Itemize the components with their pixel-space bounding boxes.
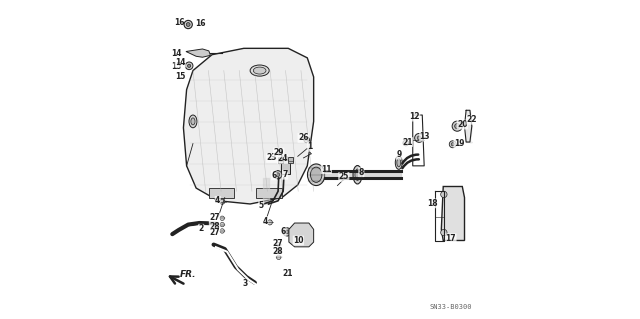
- Circle shape: [220, 222, 225, 227]
- Circle shape: [282, 156, 287, 161]
- Text: 27: 27: [273, 239, 284, 248]
- Circle shape: [220, 229, 225, 233]
- Text: 21: 21: [282, 269, 293, 278]
- Bar: [209, 188, 234, 197]
- Circle shape: [188, 64, 191, 67]
- Text: 13: 13: [420, 132, 430, 141]
- Circle shape: [274, 171, 282, 179]
- Circle shape: [454, 123, 460, 129]
- Text: 7: 7: [282, 170, 288, 179]
- Circle shape: [268, 220, 273, 225]
- Text: 11: 11: [321, 165, 332, 174]
- Polygon shape: [186, 49, 211, 57]
- Text: 21: 21: [402, 137, 413, 146]
- Circle shape: [452, 121, 462, 131]
- Text: 6: 6: [271, 171, 276, 180]
- Text: 20: 20: [457, 120, 468, 129]
- Ellipse shape: [355, 169, 360, 181]
- Circle shape: [451, 143, 454, 146]
- Text: 17: 17: [445, 234, 456, 243]
- Circle shape: [184, 20, 193, 29]
- Polygon shape: [289, 223, 314, 247]
- Bar: [278, 157, 283, 163]
- Text: 19: 19: [454, 139, 465, 148]
- Text: 25: 25: [339, 173, 349, 182]
- Text: 26: 26: [298, 133, 308, 142]
- Circle shape: [449, 141, 456, 148]
- Circle shape: [276, 249, 281, 253]
- Ellipse shape: [253, 67, 266, 74]
- Text: 5: 5: [259, 201, 264, 210]
- Circle shape: [285, 230, 289, 234]
- Polygon shape: [442, 187, 465, 241]
- Circle shape: [276, 242, 281, 247]
- Circle shape: [441, 191, 447, 197]
- Text: 1: 1: [307, 142, 312, 151]
- Text: 27: 27: [209, 228, 220, 237]
- Circle shape: [186, 62, 193, 70]
- Circle shape: [304, 137, 310, 143]
- Text: 22: 22: [467, 115, 477, 124]
- Text: 4: 4: [263, 217, 268, 226]
- Bar: [288, 157, 293, 163]
- Text: 14: 14: [172, 48, 182, 58]
- Text: 12: 12: [410, 112, 420, 121]
- Circle shape: [276, 173, 280, 177]
- Ellipse shape: [397, 159, 401, 167]
- Text: 15: 15: [175, 72, 186, 81]
- Circle shape: [417, 136, 421, 140]
- Text: 15: 15: [172, 62, 182, 71]
- Ellipse shape: [353, 166, 362, 184]
- Circle shape: [220, 216, 225, 220]
- Text: SN33-B0300: SN33-B0300: [430, 304, 472, 310]
- Text: 16: 16: [174, 18, 184, 27]
- Text: 2: 2: [198, 224, 204, 233]
- Circle shape: [220, 199, 225, 204]
- Text: 28: 28: [209, 222, 220, 231]
- Ellipse shape: [189, 115, 197, 128]
- Text: 24: 24: [277, 154, 288, 163]
- Text: FR.: FR.: [180, 270, 196, 279]
- Circle shape: [340, 176, 345, 180]
- Circle shape: [415, 133, 424, 142]
- Circle shape: [441, 229, 447, 236]
- Text: 28: 28: [273, 247, 284, 256]
- Ellipse shape: [307, 164, 325, 186]
- Text: 6: 6: [281, 227, 286, 236]
- Bar: [281, 160, 290, 174]
- Text: 3: 3: [243, 279, 248, 288]
- Text: 14: 14: [175, 58, 186, 67]
- Ellipse shape: [396, 156, 403, 169]
- Circle shape: [283, 228, 291, 236]
- Bar: [257, 188, 282, 197]
- Text: 27: 27: [209, 213, 220, 222]
- Polygon shape: [184, 48, 314, 204]
- Circle shape: [276, 255, 281, 260]
- Text: 10: 10: [293, 236, 303, 245]
- Ellipse shape: [310, 167, 322, 182]
- Text: 16: 16: [195, 19, 205, 28]
- Text: 9: 9: [396, 150, 401, 159]
- Ellipse shape: [191, 118, 195, 125]
- Ellipse shape: [250, 65, 269, 76]
- Circle shape: [186, 23, 190, 26]
- Text: 23: 23: [266, 153, 277, 162]
- Circle shape: [278, 150, 282, 155]
- Text: 4: 4: [215, 196, 220, 205]
- Circle shape: [403, 140, 408, 146]
- Text: 18: 18: [428, 199, 438, 208]
- Text: 8: 8: [358, 168, 364, 177]
- Text: 29: 29: [273, 148, 284, 157]
